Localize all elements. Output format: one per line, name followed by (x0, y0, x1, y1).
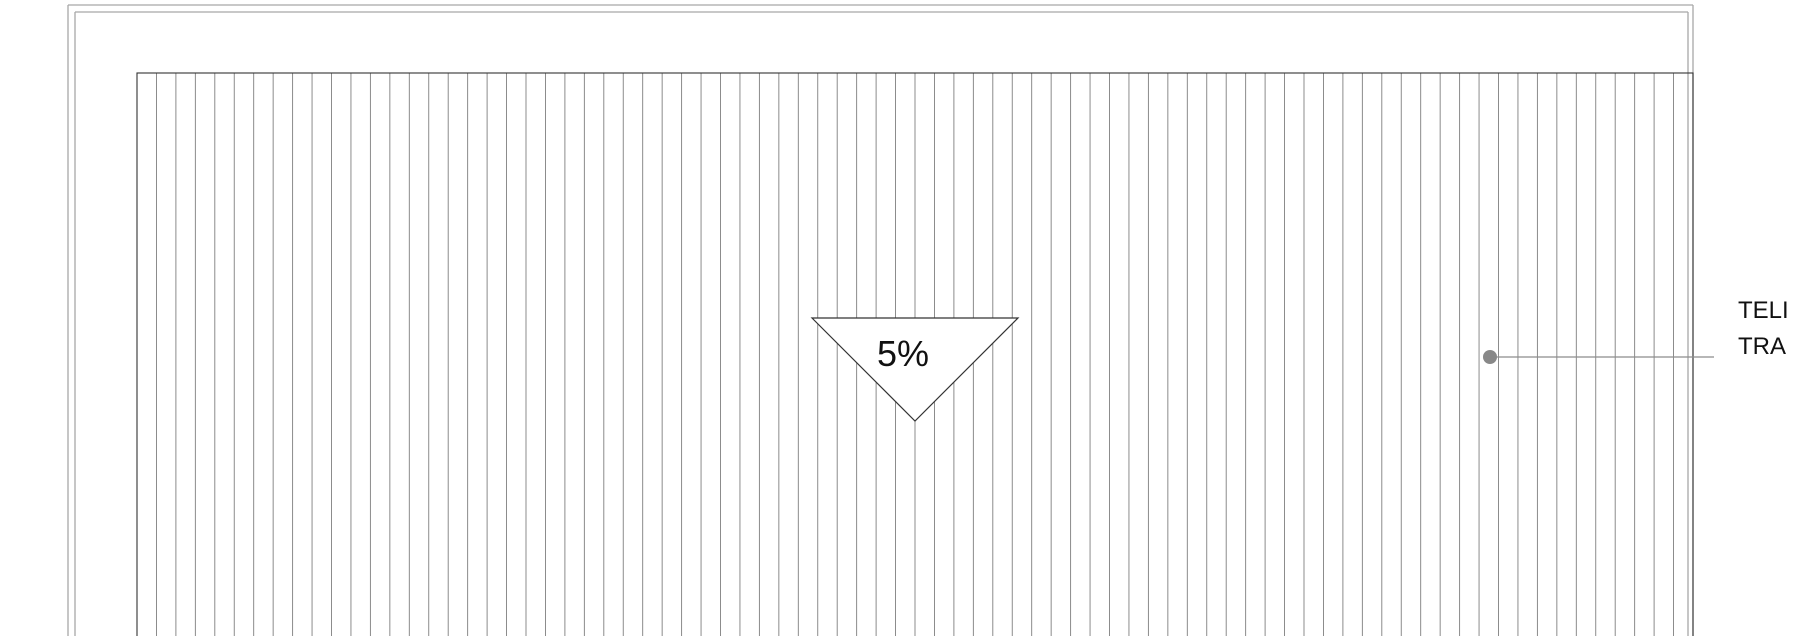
slope-marker: 5% (810, 317, 1020, 422)
roof-panel (136, 72, 1694, 636)
slope-label: 5% (877, 333, 929, 374)
callout-text-line-1: TELI (1738, 297, 1789, 324)
roof-outline (136, 72, 1694, 636)
slope-triangle (810, 317, 1020, 422)
corrugated-sheet-lines (155, 73, 1675, 636)
callout-leader-dot (1483, 350, 1497, 364)
material-callout: TELI TRA (1483, 297, 1789, 364)
callout-text-line-2: TRA (1738, 333, 1786, 360)
